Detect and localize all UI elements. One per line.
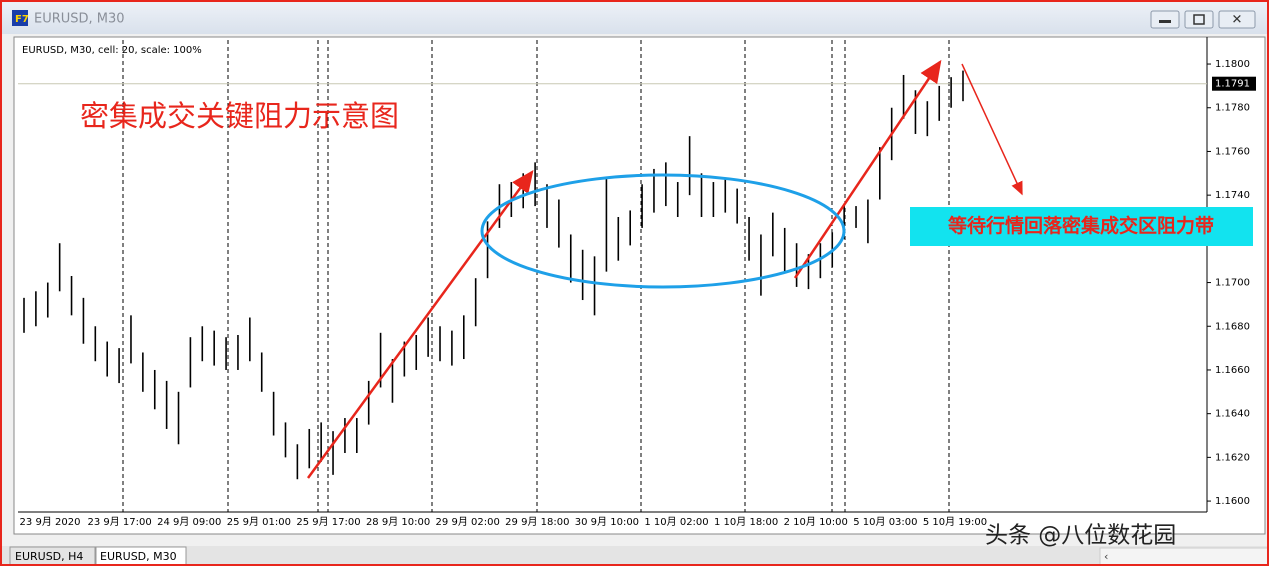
x-tick-label: 25 9月 01:00: [227, 516, 291, 528]
app-icon-glyph: F7: [15, 14, 29, 25]
x-tick-label: 29 9月 02:00: [436, 516, 500, 528]
x-tick-label: 5 10月 19:00: [923, 516, 987, 528]
x-tick-label: 30 9月 10:00: [575, 516, 639, 528]
x-tick-label: 23 9月 17:00: [87, 516, 151, 528]
x-tick-label: 28 9月 10:00: [366, 516, 430, 528]
y-tick-label: 1.1640: [1215, 409, 1250, 420]
tab-strip: [0, 546, 1269, 566]
x-tick-label: 23 9月 2020: [20, 516, 81, 528]
chart-panel: [13, 36, 1266, 535]
y-tick-label: 1.1800: [1215, 59, 1250, 70]
trend-arrow: [793, 59, 942, 279]
current-price-label: 1.1791: [1215, 79, 1250, 90]
annotation-title: 密集成交关键阻力示意图: [80, 99, 399, 133]
restore-icon: [1193, 14, 1205, 25]
window-title: EURUSD, M30: [34, 12, 125, 27]
x-tick-label: 2 10月 10:00: [784, 516, 848, 528]
x-tick-label: 29 9月 18:00: [505, 516, 569, 528]
annotation-box: [910, 207, 1253, 246]
tab-label[interactable]: EURUSD, M30: [100, 550, 177, 563]
y-tick-label: 1.1740: [1215, 190, 1250, 201]
y-tick-label: 1.1700: [1215, 278, 1250, 289]
y-tick-label: 1.1660: [1215, 365, 1250, 376]
annotation-text: 等待行情回落密集成交区阻力带: [947, 214, 1214, 237]
x-tick-label: 1 10月 02:00: [644, 516, 708, 528]
y-tick-label: 1.1760: [1215, 146, 1250, 157]
minimize-button[interactable]: [1150, 10, 1180, 29]
y-tick-label: 1.1620: [1215, 452, 1250, 463]
tab-label[interactable]: EURUSD, H4: [15, 550, 83, 563]
x-tick-label: 1 10月 18:00: [714, 516, 778, 528]
scroll-left[interactable]: ‹: [1104, 550, 1108, 563]
forecast-arrow: [961, 63, 1023, 196]
x-tick-label: 5 10月 03:00: [853, 516, 917, 528]
scrollbar[interactable]: [1099, 547, 1269, 566]
restore-button[interactable]: [1184, 10, 1214, 29]
day-separators: [122, 40, 950, 512]
app-icon: [12, 10, 28, 26]
y-tick-label: 1.1600: [1215, 496, 1250, 507]
minimize-icon: [1159, 20, 1171, 23]
x-tick-label: 25 9月 17:00: [296, 516, 360, 528]
y-tick-label: 1.1680: [1215, 321, 1250, 332]
current-price-box: [1212, 76, 1256, 91]
y-tick-label: 1.1780: [1215, 103, 1250, 114]
close-icon: ✕: [1232, 13, 1243, 28]
chart-info: EURUSD, M30, cell: 20, scale: 100%: [22, 45, 202, 56]
title-bar: [0, 0, 1269, 34]
zone-ellipse: [480, 173, 846, 289]
x-tick-label: 24 9月 09:00: [157, 516, 221, 528]
plot: 1.1600 1.1620 1.1640 1.1660 1.1680 1.1700 1.17…: [18, 59, 1256, 528]
window-buttons[interactable]: ✕: [1150, 10, 1256, 29]
close-button[interactable]: [1218, 10, 1256, 29]
watermark: 头条 @八位数花园: [985, 523, 1176, 549]
trend-arrow: [306, 169, 534, 479]
